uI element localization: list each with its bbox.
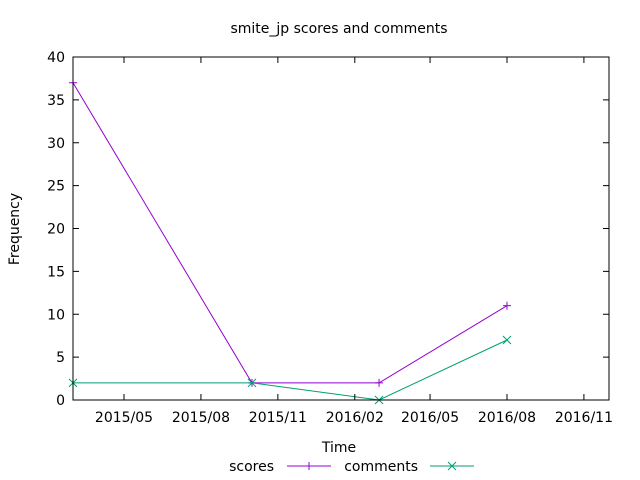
x-tick-label: 2015/08: [172, 410, 230, 426]
legend-marker-comments: [447, 461, 457, 471]
y-tick-label: 30: [47, 136, 65, 152]
plot-area: [68, 78, 512, 405]
plot-frame: [72, 56, 610, 401]
chart-title: smite_jp scores and comments: [230, 21, 447, 37]
y-tick-label: 5: [56, 350, 65, 366]
y-tick-label: 40: [47, 50, 65, 66]
x-tick-label: 2016/05: [401, 410, 459, 426]
x-tick-label: 2016/08: [478, 410, 536, 426]
y-tick-label: 25: [47, 179, 65, 195]
data-point-comments: [502, 335, 512, 345]
legend-label-scores: scores: [229, 459, 274, 475]
data-point-comments: [247, 378, 257, 388]
data-point-scores: [502, 301, 511, 310]
x-tick-label: 2016/02: [326, 410, 384, 426]
x-tick-label: 2015/05: [95, 410, 153, 426]
y-tick-label: 20: [47, 222, 65, 238]
marker-stroke: [502, 335, 512, 345]
axes: 0 5 10 15 20 25 30 35 40 2015/05 2015/08 2015/11 201…: [47, 50, 613, 426]
y-tick-label: 10: [47, 307, 65, 323]
legend: scores comments: [229, 459, 474, 475]
y-axis-label: Frequency: [7, 193, 23, 265]
x-tick-label: 2015/11: [249, 410, 307, 426]
legend-label-comments: comments: [344, 459, 418, 475]
marker-stroke: [447, 461, 457, 471]
series-line-comments: [73, 339, 508, 401]
x-tick-label: 2016/11: [555, 410, 613, 426]
y-tick-label: 15: [47, 264, 65, 280]
x-axis-label: Time: [321, 440, 356, 456]
legend-marker-scores: [305, 462, 313, 470]
y-tick-label: 35: [47, 93, 65, 109]
data-point-scores: [375, 378, 384, 387]
series-line-scores: [72, 82, 508, 384]
y-tick-label: 0: [56, 393, 65, 409]
marker-stroke: [247, 378, 257, 388]
